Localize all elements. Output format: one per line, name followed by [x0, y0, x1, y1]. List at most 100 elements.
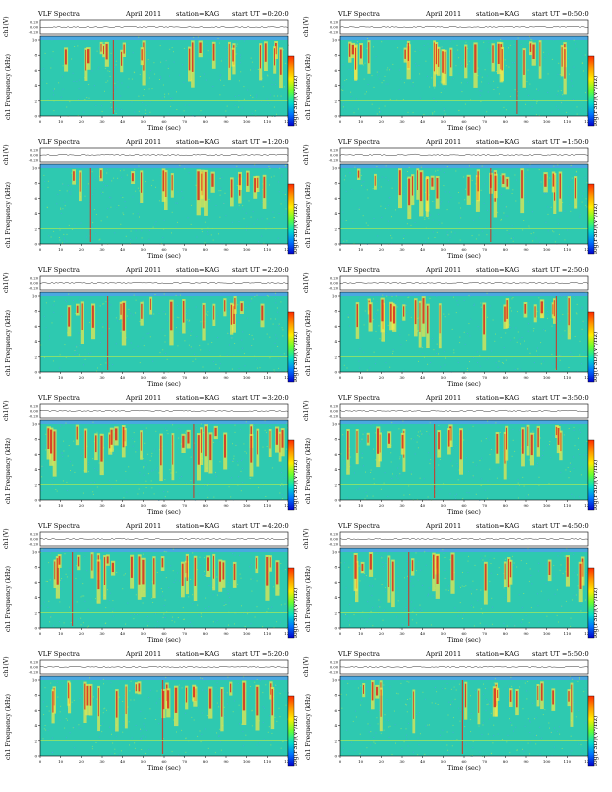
time-axis-label: Time (sec) [447, 508, 481, 516]
time-tick-label: 70 [482, 503, 488, 508]
time-tick-label: 110 [264, 375, 272, 380]
panel-title: VLF Spectra April 2011 station=KAG start UT… [38, 648, 289, 660]
time-tick-label: 80 [503, 631, 509, 636]
ch-waveform-frame [339, 19, 589, 35]
time-tick-label: 70 [182, 119, 188, 124]
time-tick-label: 0 [39, 375, 42, 380]
frequency-tick-label: 4 [34, 595, 37, 600]
ch-tick-label: -0.20 [29, 287, 39, 291]
spectrogram-panel: VLF Spectra April 2011 station=KAG start UT… [0, 136, 300, 264]
panel-title-station: station=KAG [176, 10, 220, 18]
time-tick-label: 40 [120, 759, 126, 764]
time-axis-label: Time (sec) [147, 508, 181, 516]
panel-title-date: April 2011 [426, 266, 462, 274]
time-tick-label: 40 [120, 631, 126, 636]
time-tick-label: 90 [223, 503, 229, 508]
noise-band [340, 36, 588, 40]
time-tick-label: 80 [503, 247, 509, 252]
frequency-tick-label: 8 [334, 693, 337, 698]
sferic-streaks [355, 296, 571, 370]
time-tick-label: 50 [441, 119, 447, 124]
time-tick-label: 0 [339, 503, 342, 508]
panel-title-date: April 2011 [426, 10, 462, 18]
panel-title-name: VLF Spectra [38, 650, 80, 658]
ch-tick-label: -0.20 [329, 287, 339, 291]
time-tick-label: 30 [99, 503, 105, 508]
ch-tick-label: 0.00 [30, 538, 39, 542]
emission-line [340, 612, 588, 613]
ch-tick-label: 0.00 [330, 666, 339, 670]
noise-speckle [340, 164, 588, 245]
time-tick-label: 100 [243, 247, 251, 252]
time-tick-label: 20 [379, 631, 385, 636]
time-tick-label: 110 [264, 503, 272, 508]
noise-band [40, 164, 288, 168]
time-tick-label: 30 [99, 119, 105, 124]
panel-title-station: station=KAG [476, 522, 520, 530]
time-axis-label: Time (sec) [147, 124, 181, 132]
emission-line [40, 100, 288, 101]
time-tick-label: 50 [441, 503, 447, 508]
time-tick-label: 10 [58, 119, 64, 124]
time-tick-label: 40 [420, 119, 426, 124]
frequency-tick-label: 6 [34, 580, 37, 585]
ch-waveform-frame [39, 531, 289, 547]
time-tick-label: 40 [120, 375, 126, 380]
spectrogram-panel: VLF Spectra April 2011 station=KAG start UT… [0, 648, 300, 776]
frequency-tick-label: 4 [34, 467, 37, 472]
frequency-tick-label: 4 [334, 595, 337, 600]
frequency-tick-label: 8 [34, 309, 37, 314]
emission-line [340, 356, 588, 357]
frequency-tick-label: 10 [332, 550, 338, 555]
ch-tick-label: 0.20 [30, 149, 39, 153]
time-tick-label: 0 [39, 759, 42, 764]
frequency-tick-label: 8 [34, 53, 37, 58]
ch-tick-label: -0.20 [29, 415, 39, 419]
spectrogram-background [340, 36, 588, 116]
time-tick-label: 80 [503, 119, 509, 124]
panel-title-start: start UT =5:20:0 [232, 650, 289, 658]
ch-tick-label: 0.20 [30, 21, 39, 25]
panel-title: VLF Spectra April 2011 station=KAG start UT… [338, 520, 589, 532]
time-tick-label: 60 [161, 247, 167, 252]
panel-title-date: April 2011 [426, 650, 462, 658]
time-tick-label: 30 [99, 375, 105, 380]
frequency-tick-label: 4 [34, 83, 37, 88]
frequency-tick-label: 4 [334, 339, 337, 344]
panel-title: VLF Spectra April 2011 station=KAG start UT… [338, 392, 589, 404]
time-tick-label: 50 [441, 247, 447, 252]
frequency-tick-label: 10 [332, 422, 338, 427]
ch-tick-label: 0.00 [30, 26, 39, 30]
ch-tick-label: 0.00 [30, 282, 39, 286]
panel-title-date: April 2011 [126, 522, 162, 530]
time-axis-label: Time (sec) [447, 764, 481, 772]
ch-waveform [39, 25, 289, 28]
ch-tick-label: 0.00 [330, 154, 339, 158]
colorbar [287, 439, 295, 511]
sferic-streaks [348, 40, 567, 114]
panel-title-date: April 2011 [426, 522, 462, 530]
time-tick-label: 10 [58, 247, 64, 252]
noise-band [340, 292, 588, 296]
frequency-tick-label: 6 [34, 452, 37, 457]
ch-tick-label: 0.20 [330, 277, 339, 281]
frequency-tick-label: 4 [34, 339, 37, 344]
time-tick-label: 0 [339, 631, 342, 636]
time-tick-label: 0 [39, 247, 42, 252]
panel-title-name: VLF Spectra [338, 522, 380, 530]
sferic-streaks [362, 680, 574, 754]
ch-waveform [339, 410, 589, 412]
time-tick-label: 10 [58, 375, 64, 380]
ch-tick-label: 0.00 [330, 410, 339, 414]
emission-line [40, 228, 288, 229]
noise-band [340, 164, 588, 168]
time-tick-label: 0 [39, 503, 42, 508]
ch-tick-label: 0.00 [330, 538, 339, 542]
panel-title-station: station=KAG [476, 394, 520, 402]
